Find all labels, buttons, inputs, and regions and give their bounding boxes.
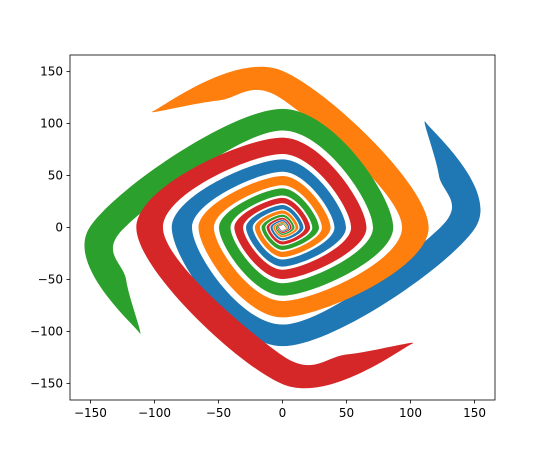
- x-tick-label: 0: [279, 406, 287, 420]
- axes-frame: [69, 54, 496, 401]
- spiral-arm: [136, 137, 414, 389]
- x-tick-label: 100: [399, 406, 422, 420]
- y-tick-label: 0: [55, 221, 63, 235]
- spiral-arm: [171, 121, 481, 347]
- x-tick-label: −50: [206, 406, 231, 420]
- x-tick-label: −150: [74, 406, 107, 420]
- y-tick-label: 150: [40, 65, 63, 79]
- plot-area: [84, 66, 481, 389]
- y-tick-label: 50: [48, 169, 63, 183]
- y-tick-label: −150: [30, 376, 63, 390]
- y-tick-label: −50: [38, 272, 63, 286]
- spiral-arm: [151, 66, 429, 318]
- y-tick-label: −100: [30, 324, 63, 338]
- x-tick-label: −100: [138, 406, 171, 420]
- x-tick-label: 50: [339, 406, 354, 420]
- y-tick-label: 100: [40, 117, 63, 131]
- x-tick-label: 150: [463, 406, 486, 420]
- spiral-arm: [84, 108, 394, 334]
